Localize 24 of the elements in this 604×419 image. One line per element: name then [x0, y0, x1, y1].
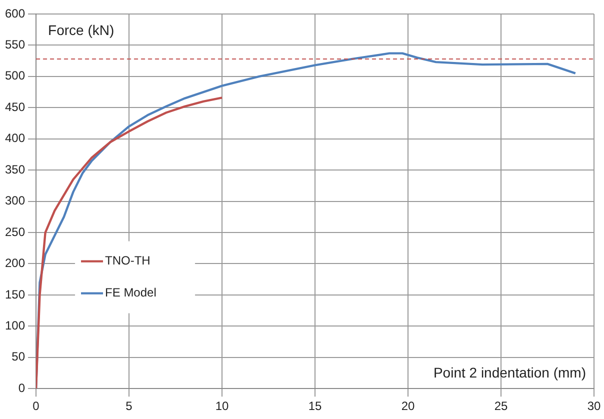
x-tick-label: 0 — [32, 399, 40, 414]
x-tick-label: 15 — [308, 399, 322, 414]
legend-label: FE Model — [105, 286, 156, 300]
y-tick-label: 400 — [4, 131, 26, 146]
y-tick-label: 250 — [4, 224, 26, 239]
y-tick-label: 350 — [4, 162, 26, 176]
y-tick-label: 200 — [4, 256, 26, 270]
x-tick-label: 10 — [215, 399, 230, 414]
y-tick-label: 500 — [4, 68, 26, 83]
y-tick-label: 450 — [4, 100, 26, 114]
y-tick-label: 550 — [4, 38, 26, 52]
legend-label: TNO-TH — [105, 254, 150, 268]
y-tick-label: 600 — [4, 6, 26, 20]
y-tick-label: 0 — [18, 380, 26, 395]
y-tick-label: 150 — [4, 287, 26, 302]
x-tick-label: 30 — [587, 399, 601, 414]
x-tick-label: 25 — [494, 399, 508, 414]
y-tick-label: 300 — [4, 194, 26, 208]
x-tick-label: 5 — [126, 399, 133, 414]
y-tick-label: 50 — [12, 350, 26, 364]
x-axis-title: Point 2 indentation (mm) — [433, 364, 586, 380]
x-tick-label: 20 — [401, 399, 415, 414]
y-axis-title: Force (kN) — [48, 22, 114, 38]
y-tick-label: 100 — [4, 318, 26, 332]
